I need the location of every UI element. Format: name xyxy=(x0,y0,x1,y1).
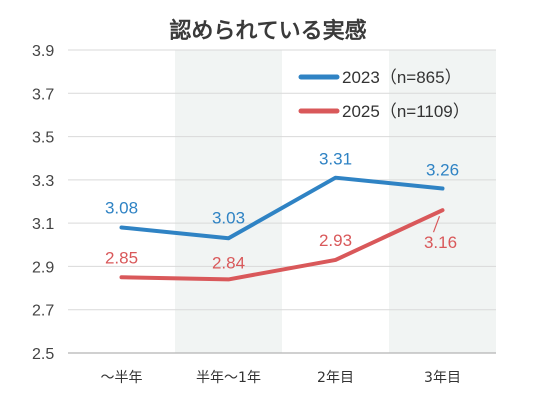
chart-title: 認められている実感 xyxy=(169,18,366,44)
legend-label-2023: 2023（n=865） xyxy=(342,68,462,87)
data-label-0-1: 3.03 xyxy=(212,208,245,227)
y-tick-label: 3.3 xyxy=(32,173,54,190)
data-label-1-1: 2.84 xyxy=(212,253,245,272)
x-tick-label: 〜半年 xyxy=(101,370,143,386)
grid-lines xyxy=(68,49,496,354)
data-label-0-3: 3.26 xyxy=(426,161,459,180)
column-shade-2 xyxy=(175,50,282,353)
legend: 2023（n=865） 2025（n=1109） xyxy=(298,68,470,121)
data-label-1-2: 2.93 xyxy=(319,231,352,250)
series-line-1 xyxy=(119,208,445,282)
y-tick-label: 3.1 xyxy=(32,216,54,233)
y-tick-label: 2.5 xyxy=(32,346,54,363)
y-tick-label: 3.5 xyxy=(32,130,54,147)
leader-line xyxy=(432,215,441,233)
series-line-0 xyxy=(119,175,445,241)
y-tick-label: 3.7 xyxy=(32,86,54,103)
y-axis-ticks: 2.5 2.7 2.9 3.1 3.3 3.5 3.7 3.9 xyxy=(32,43,54,363)
data-label-1-3: 3.16 xyxy=(424,233,457,252)
series-lines xyxy=(119,175,445,282)
y-tick-label: 3.9 xyxy=(32,43,54,60)
data-label-0-0: 3.08 xyxy=(105,198,138,217)
legend-label-2025: 2025（n=1109） xyxy=(342,102,470,121)
y-tick-label: 2.7 xyxy=(32,303,54,320)
data-labels: 3.08 3.03 3.31 3.26 2.85 2.84 2.93 3.16 xyxy=(105,150,459,273)
column-shade-4 xyxy=(389,50,496,353)
x-tick-label: 2年目 xyxy=(317,370,354,386)
data-label-1-0: 2.85 xyxy=(105,248,138,267)
y-tick-label: 2.9 xyxy=(32,259,54,276)
x-axis-ticks: 〜半年 半年〜1年 2年目 3年目 xyxy=(101,370,461,386)
x-tick-label: 半年〜1年 xyxy=(196,370,261,386)
data-label-0-2: 3.31 xyxy=(319,150,352,169)
x-tick-label: 3年目 xyxy=(424,370,461,386)
